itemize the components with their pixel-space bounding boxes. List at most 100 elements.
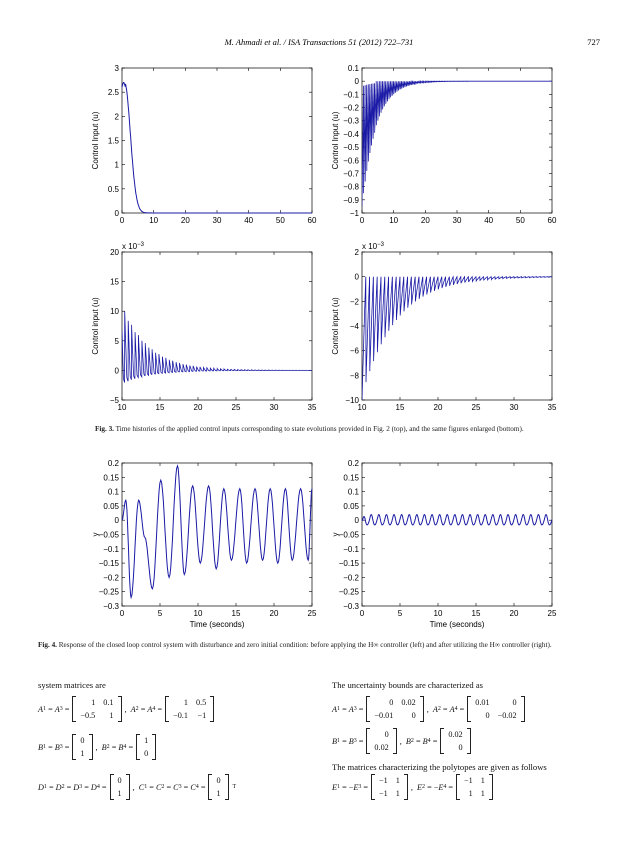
y-tick-label: −0.5 (343, 143, 359, 152)
fig3-top-left-plot: 0 10 20 30 40 50 60 0 0.5 1 1.5 2 2.5 3 Control Input … (91, 64, 317, 225)
y-tick-label: −8 (350, 371, 360, 380)
fig3-bottom-left-plot: 10 15 20 25 30 35 −5 0 5 10 15 20 Control input (u) x… (91, 242, 317, 412)
matrix-cell: 1 (144, 736, 149, 745)
x-tick-label: 25 (472, 403, 481, 412)
y-tick-label: −0.1 (103, 545, 119, 554)
y-tick-label: 0 (355, 77, 360, 86)
y-axis-label: Control Input (u) (331, 111, 340, 169)
y-tick-label: −0.3 (343, 117, 359, 126)
y-tick-label: 20 (110, 248, 119, 257)
y-tick-label: −0.25 (99, 588, 120, 597)
x-tick-label: 30 (510, 403, 519, 412)
fig3-bottom-right-plot: 10 15 20 25 30 35 −10 −8 −6 −4 −2 0 2 Control input (… (331, 242, 557, 412)
x-tick-label: 60 (548, 216, 557, 225)
y-tick-label: 0 (115, 366, 120, 375)
x-tick-label: 25 (232, 403, 241, 412)
x-tick-label: 25 (308, 609, 317, 618)
matrix-a13: 1 0.1 −0.5 1 (72, 696, 122, 722)
matrix-cell: 1 (395, 776, 400, 785)
matrix-cell: −1 (464, 776, 473, 785)
matrix-cell: 1 (468, 789, 473, 798)
y-tick-label: 0.05 (343, 502, 359, 511)
x-tick-label: 15 (472, 609, 481, 618)
matrix-cell: 0 (389, 698, 394, 707)
x-axis-label: Time (seconds) (430, 620, 485, 629)
y-tick-label: 0 (115, 516, 120, 525)
matrix-cell: 1 (109, 711, 114, 720)
x-tick-label: 60 (308, 216, 317, 225)
x-tick-label: 20 (194, 403, 203, 412)
plot-frame (121, 67, 313, 214)
fig3-caption: Fig. 3. Time histories of the applied co… (95, 424, 615, 434)
y-tick-label: 0.05 (103, 502, 119, 511)
matrix-cell: 0 (458, 743, 463, 752)
y-tick-label: 2.5 (108, 88, 120, 97)
x-tick-label: 10 (389, 216, 398, 225)
x-tick-label: 5 (158, 609, 163, 618)
y-tick-label: −0.05 (99, 531, 120, 540)
x-axis-label: Time (seconds) (190, 620, 245, 629)
matrix-cell: 0 (485, 711, 490, 720)
y-tick-label: 2 (115, 112, 120, 121)
series-line (121, 464, 313, 600)
x-tick-label: 30 (213, 216, 222, 225)
y-multiplier-exp: −3 (377, 242, 385, 248)
x-tick-label: 15 (232, 609, 241, 618)
y-tick-label: −0.7 (343, 169, 359, 178)
y-tick-label: 0 (355, 273, 360, 282)
y-tick-label: −0.1 (343, 90, 359, 99)
x-tick-label: 0 (120, 216, 125, 225)
y-tick-label: −1 (350, 209, 360, 218)
plot-frame (361, 251, 553, 401)
matrix-cell: 0 (411, 711, 416, 720)
x-tick-label: 20 (434, 403, 443, 412)
y-tick-label: −0.6 (343, 156, 359, 165)
series-line (122, 311, 312, 383)
y-tick-label: −0.15 (339, 559, 360, 568)
matrix-cell: −0.01 (374, 711, 394, 720)
y-tick-label: 0.1 (348, 64, 360, 73)
series-line (361, 514, 553, 526)
y-tick-label: −0.2 (103, 573, 119, 582)
x-tick-label: 0 (360, 609, 365, 618)
y-tick-label: 0.15 (103, 473, 119, 482)
matrix-cell: 0 (144, 749, 149, 758)
y-axis-label: Control input (u) (91, 297, 100, 355)
left-intro: system matrices are (38, 680, 106, 690)
y-tick-label: 0.2 (108, 459, 120, 468)
x-tick-label: 0 (360, 216, 365, 225)
right-intro: The uncertainty bounds are characterized… (332, 680, 484, 690)
y-tick-label: −0.3 (343, 602, 359, 611)
x-tick-label: 50 (516, 216, 525, 225)
matrix-ub13: 0 0.02 (366, 728, 397, 754)
x-tick-label: 15 (396, 403, 405, 412)
y-tick-label: −0.1 (343, 545, 359, 554)
y-tick-label: 2 (355, 248, 360, 257)
y-tick-label: −0.4 (343, 130, 359, 139)
fig4-caption-text: Response of the closed loop control syst… (58, 641, 552, 649)
y-tick-label: −0.25 (339, 588, 360, 597)
y-tick-label: 0 (355, 516, 360, 525)
fig4-right-plot: 0 5 10 15 20 25 −0.3 −0.25 −0.2 −0.15 −0.1 −0.05 0 0.… (331, 459, 557, 629)
y-tick-label: −0.3 (103, 602, 119, 611)
y-tick-label: −0.9 (343, 196, 359, 205)
matrix-cell: 0 (80, 736, 85, 745)
matrix-cell: −0.02 (497, 711, 517, 720)
matrix-cell: 0.1 (103, 698, 114, 707)
matrix-cell: 0.02 (401, 698, 416, 707)
transpose-mark: T (232, 784, 237, 790)
matrix-ub24: 0.02 0 (440, 728, 471, 754)
x-tick-label: 20 (421, 216, 430, 225)
matrix-cell: 1 (117, 789, 122, 798)
page-number: 727 (587, 37, 600, 47)
y-axis-label: y (91, 533, 100, 537)
y-tick-label: 0.5 (108, 185, 120, 194)
plot-frame (121, 462, 313, 607)
y-tick-label: 5 (115, 337, 120, 346)
y-tick-label: −5 (110, 396, 120, 405)
plot-frame (361, 462, 553, 607)
